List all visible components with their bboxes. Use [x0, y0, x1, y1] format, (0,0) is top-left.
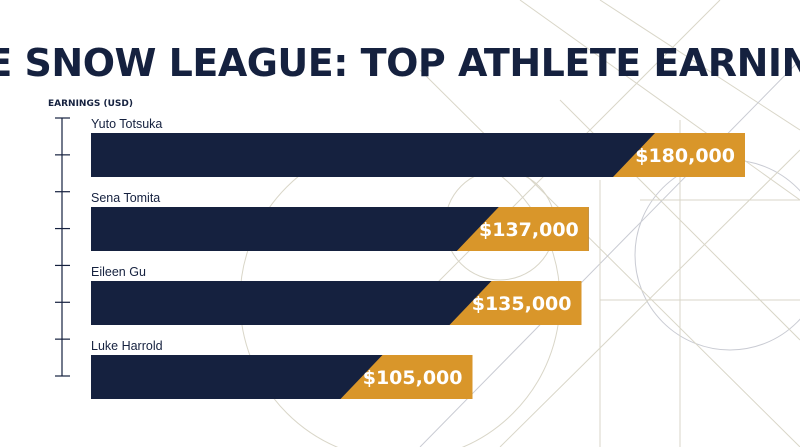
y-axis-label: EARNINGS (USD) [48, 99, 133, 109]
athlete-label: Eileen Gu [91, 265, 146, 279]
y-axis [55, 117, 70, 377]
bar-series: Yuto Totsuka $180,000 Sena Tomita $137,000 E… [91, 117, 745, 399]
athlete-label: Sena Tomita [91, 191, 160, 205]
deco-line [419, 69, 800, 447]
athlete-label: Yuto Totsuka [91, 117, 162, 131]
deco-line [599, 0, 800, 131]
bar-value-tag [456, 207, 589, 251]
bar-value-label: $180,000 [635, 145, 735, 167]
chart-title: THE SNOW LEAGUE: TOP ATHLETE EARNINGS [0, 41, 800, 85]
bar-value-tag [613, 133, 745, 177]
deco-line [519, 0, 800, 201]
bar-value-label: $105,000 [363, 367, 463, 389]
bar-value-tag [449, 281, 582, 325]
deco-line [419, 59, 800, 447]
bar-value-label: $137,000 [479, 219, 579, 241]
bar-value-tag [340, 355, 473, 399]
deco-circle-large [634, 159, 800, 351]
bar-value-label: $135,000 [472, 293, 572, 315]
athlete-label: Luke Harrold [91, 339, 163, 353]
